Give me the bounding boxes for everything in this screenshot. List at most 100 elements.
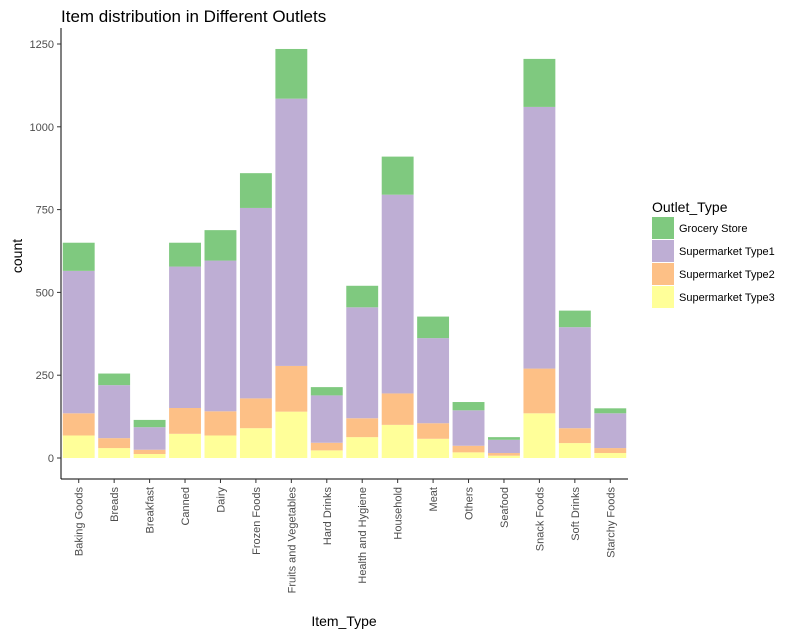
bar-canned-supermarket-type2 (169, 407, 201, 434)
bar-frozen-foods-supermarket-type2 (239, 398, 272, 429)
bar-frozen-foods-supermarket-type3 (239, 428, 272, 458)
bar-starchy-foods-supermarket-type1 (594, 413, 627, 449)
y-axis-title: count (9, 239, 25, 273)
bar-seafood-supermarket-type3 (488, 455, 520, 458)
bar-breakfast-supermarket-type1 (133, 427, 166, 450)
bar-fruits-and-vegetables-supermarket-type2 (275, 365, 308, 412)
x-tick-label: Others (464, 487, 476, 521)
x-tick-label: Household (393, 487, 405, 540)
x-tick-label: Starchy Foods (605, 487, 617, 558)
y-axis: 0 250 500 750 1000 1250 (30, 28, 62, 479)
bar-household-grocery-store (381, 156, 414, 195)
bar-breads-supermarket-type3 (98, 448, 131, 458)
bar-others-supermarket-type2 (452, 445, 485, 453)
bar-starchy-foods-supermarket-type3 (594, 453, 627, 458)
legend-label: Supermarket Type1 (679, 246, 775, 258)
bar-snack-foods-supermarket-type2 (523, 368, 556, 414)
x-tick-label: Snack Foods (534, 487, 546, 552)
bar-snack-foods-supermarket-type3 (523, 413, 556, 458)
bar-frozen-foods-supermarket-type1 (239, 207, 272, 399)
bar-breakfast-supermarket-type2 (133, 449, 166, 455)
x-axis: Baking Goods Breads Breakfast Canned Dairy Fr… (61, 478, 628, 594)
bar-health-and-hygiene-grocery-store (346, 285, 379, 308)
legend-swatch (652, 240, 674, 262)
x-tick-label: Health and Hygiene (357, 487, 369, 584)
bar-dairy-supermarket-type3 (204, 435, 237, 458)
bar-seafood-grocery-store (488, 437, 520, 440)
x-tick-label: Frozen Foods (251, 487, 263, 555)
bar-snack-foods-supermarket-type1 (523, 106, 556, 369)
x-tick-label: Hard Drinks (322, 487, 334, 546)
x-tick-label: Breads (109, 487, 121, 522)
bar-others-supermarket-type3 (452, 452, 485, 458)
bar-fruits-and-vegetables-supermarket-type1 (275, 98, 308, 366)
bar-household-supermarket-type3 (381, 424, 414, 458)
bar-hard-drinks-supermarket-type1 (310, 395, 343, 443)
chart-title: Item distribution in Different Outlets (61, 7, 326, 26)
legend-label: Supermarket Type3 (679, 292, 775, 304)
bar-soft-drinks-supermarket-type3 (558, 443, 591, 458)
x-tick-label: Fruits and Vegetables (286, 487, 298, 594)
x-tick-label: Dairy (215, 487, 227, 513)
legend: Outlet_Type Grocery Store Supermarket Typ… (652, 199, 775, 308)
x-tick-label: Breakfast (145, 487, 157, 533)
bar-household-supermarket-type1 (381, 194, 414, 394)
x-tick-label: Soft Drinks (570, 487, 582, 541)
bar-others-grocery-store (452, 402, 485, 411)
bar-breakfast-grocery-store (133, 419, 166, 428)
bar-dairy-supermarket-type2 (204, 411, 237, 436)
bar-breads-supermarket-type1 (98, 385, 131, 439)
bar-breads-supermarket-type2 (98, 438, 131, 449)
bar-dairy-supermarket-type1 (204, 260, 237, 412)
x-tick-label: Seafood (499, 487, 511, 528)
bar-starchy-foods-supermarket-type2 (594, 448, 627, 454)
legend-swatch (652, 217, 674, 239)
bar-meat-supermarket-type1 (417, 338, 450, 424)
bar-seafood-supermarket-type2 (488, 453, 520, 456)
x-tick-label: Meat (428, 487, 440, 511)
bar-meat-supermarket-type2 (417, 423, 450, 439)
bar-fruits-and-vegetables-grocery-store (275, 48, 308, 99)
legend-label: Grocery Store (679, 223, 747, 235)
bar-frozen-foods-grocery-store (239, 173, 272, 208)
bar-health-and-hygiene-supermarket-type2 (346, 418, 379, 438)
bar-health-and-hygiene-supermarket-type3 (346, 437, 379, 458)
bar-starchy-foods-grocery-store (594, 408, 627, 414)
bar-seafood-supermarket-type1 (488, 439, 520, 454)
legend-label: Supermarket Type2 (679, 269, 775, 281)
y-tick-label: 500 (36, 287, 54, 299)
bar-baking-goods-supermarket-type3 (62, 435, 95, 458)
bar-breakfast-supermarket-type3 (133, 454, 166, 458)
bar-soft-drinks-supermarket-type1 (558, 327, 591, 429)
bar-breads-grocery-store (98, 373, 131, 386)
bar-snack-foods-grocery-store (523, 58, 556, 107)
x-tick-label: Canned (180, 487, 192, 526)
bar-canned-supermarket-type3 (169, 433, 201, 458)
legend-title: Outlet_Type (652, 199, 728, 215)
bar-baking-goods-grocery-store (62, 242, 95, 271)
bar-soft-drinks-supermarket-type2 (558, 428, 591, 444)
legend-swatch (652, 286, 674, 308)
y-tick-label: 750 (36, 205, 54, 217)
bar-others-supermarket-type1 (452, 410, 485, 446)
bar-dairy-grocery-store (204, 230, 237, 261)
bar-hard-drinks-grocery-store (310, 387, 343, 396)
bar-hard-drinks-supermarket-type3 (310, 450, 343, 458)
bar-fruits-and-vegetables-supermarket-type3 (275, 411, 308, 458)
bar-meat-grocery-store (417, 316, 450, 339)
x-axis-title: Item_Type (311, 613, 377, 629)
y-tick-label: 0 (48, 453, 54, 465)
bar-household-supermarket-type2 (381, 393, 414, 425)
bar-baking-goods-supermarket-type2 (62, 413, 95, 436)
legend-swatch (652, 263, 674, 285)
y-tick-label: 1000 (30, 122, 54, 134)
bar-baking-goods-supermarket-type1 (62, 270, 95, 414)
bar-canned-supermarket-type1 (169, 266, 201, 408)
x-tick-label: Baking Goods (74, 487, 86, 557)
y-tick-label: 1250 (30, 39, 54, 51)
bars-group (62, 48, 627, 458)
bar-health-and-hygiene-supermarket-type1 (346, 307, 379, 419)
y-tick-label: 250 (36, 370, 54, 382)
bar-meat-supermarket-type3 (417, 438, 450, 458)
